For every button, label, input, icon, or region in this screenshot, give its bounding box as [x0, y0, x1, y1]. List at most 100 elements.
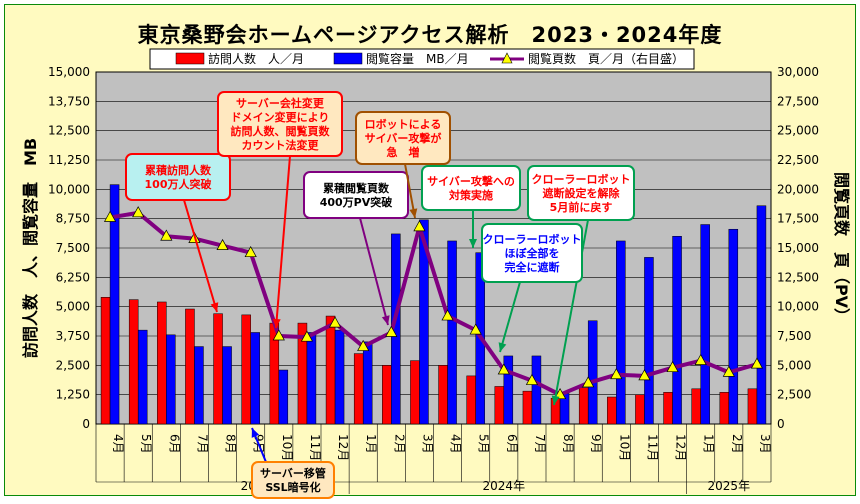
x-tick-label: 5月: [139, 434, 153, 454]
bar-visitors: [100, 297, 111, 425]
callout-text: サイバー攻撃への対策実施: [427, 174, 515, 202]
legend-swatch-volume: [333, 52, 363, 65]
bar-volume: [503, 355, 514, 425]
y-tick-left: 0: [82, 417, 90, 431]
callout-text: クローラーロボットほぼ全部を完全に遮断: [483, 232, 582, 274]
line-pageviews: [109, 210, 758, 397]
y-tick-left: 11,250: [48, 153, 90, 167]
line-marker: [610, 367, 623, 380]
callout-text-line: 5月前に戻す: [550, 200, 613, 214]
y-tick-right: 7,500: [777, 329, 811, 343]
callout-text-line: 急 増: [387, 145, 420, 159]
callout-text: サーバー会社変更ドメイン変更により訪問人数、閲覧頁数カウント法変更: [231, 96, 331, 152]
callout-arrowhead: [210, 302, 219, 312]
chart-title: 東京桑野会ホームページアクセス解析 2023・2024年度: [137, 23, 723, 47]
x-tick-label: 6月: [505, 434, 519, 454]
bar-volume: [644, 257, 654, 425]
callout-text-line: 対策実施: [448, 188, 493, 202]
y-tick-right: 0: [777, 417, 785, 431]
callout-box: [421, 165, 521, 211]
x-tick-label: 2月: [730, 434, 744, 454]
bar-volume: [137, 329, 148, 425]
callout-arrow: [404, 163, 416, 219]
x-tick-label: 8月: [561, 434, 575, 454]
bar-volume: [447, 240, 457, 425]
bar-volume: [756, 205, 767, 425]
line-marker: [469, 323, 482, 335]
callout-text-line: ほぼ全部を: [505, 246, 560, 260]
callout-arrowhead: [498, 342, 507, 352]
callout-text: クローラーロボット遮断設定を解除 5月前に戻す: [532, 172, 631, 214]
y-tick-left: 10,000: [48, 182, 90, 196]
callout-arrow: [499, 281, 521, 353]
bar-volume: [419, 219, 429, 425]
callout-arrow: [183, 199, 218, 313]
line-marker: [694, 353, 707, 365]
line-marker: [666, 360, 679, 373]
bar-volume: [109, 184, 120, 425]
y-tick-right: 5,000: [777, 358, 811, 372]
legend-label-pageviews: 閲覧頁数 頁／月（右目盛）: [528, 51, 684, 66]
x-tick-label: 2月: [392, 434, 406, 454]
line-marker: [385, 325, 398, 337]
bar-visitors: [438, 365, 448, 425]
bar-visitors: [382, 365, 392, 425]
bar-visitors: [185, 308, 195, 425]
y-tick-left: 7,500: [56, 241, 90, 255]
x-tick-label: 9月: [589, 434, 603, 454]
bar-visitors: [663, 392, 673, 425]
y-axis-title-left: 訪問人数 人、閲覧容量 MB: [21, 138, 40, 358]
line-marker: [272, 329, 285, 341]
x-tick-label: 5月: [477, 434, 491, 454]
callout-arrowhead: [551, 395, 560, 405]
year-label-2025: 2025年: [708, 479, 751, 493]
y-tick-left: 5,000: [56, 300, 90, 314]
x-tick-label: 3月: [420, 434, 434, 454]
bar-visitors: [494, 386, 505, 425]
line-marker: [525, 373, 539, 385]
bar-volume: [278, 369, 289, 425]
x-tick-label: 7月: [195, 434, 209, 454]
callout-text-line: 遮断設定を解除: [543, 186, 621, 200]
callout-text-line: 100万人突破: [145, 177, 212, 191]
x-tick-label: 10月: [280, 434, 294, 461]
callout-box: [355, 111, 451, 165]
callout-arrowhead: [409, 208, 418, 218]
y-tick-right: 25,000: [777, 124, 819, 138]
x-tick-label: 1月: [702, 434, 716, 454]
bar-visitors: [325, 315, 336, 425]
legend-marker-pageviews: [501, 52, 513, 64]
y-axis-title-right: 閲覧頁数 頁（PV）: [832, 172, 851, 324]
legend-swatch-visitors: [175, 52, 205, 65]
y-tick-left: 1,250: [56, 388, 90, 402]
bar-visitors: [719, 392, 730, 425]
bar-visitors: [128, 299, 139, 425]
callout-arrow: [359, 217, 389, 326]
y-tick-left: 2,500: [56, 358, 90, 372]
callout-text-line: サイバー攻撃への: [427, 174, 515, 188]
callout-box: [251, 461, 335, 499]
callout-text-line: サイバー攻撃が: [365, 131, 442, 145]
y-tick-left: 12,500: [48, 124, 90, 138]
y-tick-left: 13,750: [48, 94, 90, 108]
callout-text-line: 累積閲覧頁数: [323, 181, 390, 195]
y-tick-left: 3,750: [56, 329, 90, 343]
line-marker: [132, 206, 145, 218]
bar-visitors: [213, 313, 223, 425]
y-tick-right: 30,000: [777, 65, 819, 79]
bar-visitors: [410, 360, 420, 425]
callout-text-line: クローラーロボット: [483, 232, 582, 246]
y-tick-right: 10,000: [777, 300, 819, 314]
callout-arrowhead: [469, 239, 477, 248]
y-tick-right: 15,000: [777, 241, 819, 255]
callout-text-line: ドメイン変更により: [231, 110, 330, 124]
year-label-2024: 2024年: [483, 479, 526, 493]
y-tick-right: 20,000: [777, 182, 819, 196]
bar-visitors: [635, 394, 645, 425]
y-tick-left: 6,250: [56, 270, 90, 284]
x-tick-label: 6月: [167, 434, 181, 454]
x-tick-label: 4月: [111, 434, 125, 454]
line-marker: [216, 238, 229, 251]
x-tick-label: 1月: [364, 434, 378, 454]
